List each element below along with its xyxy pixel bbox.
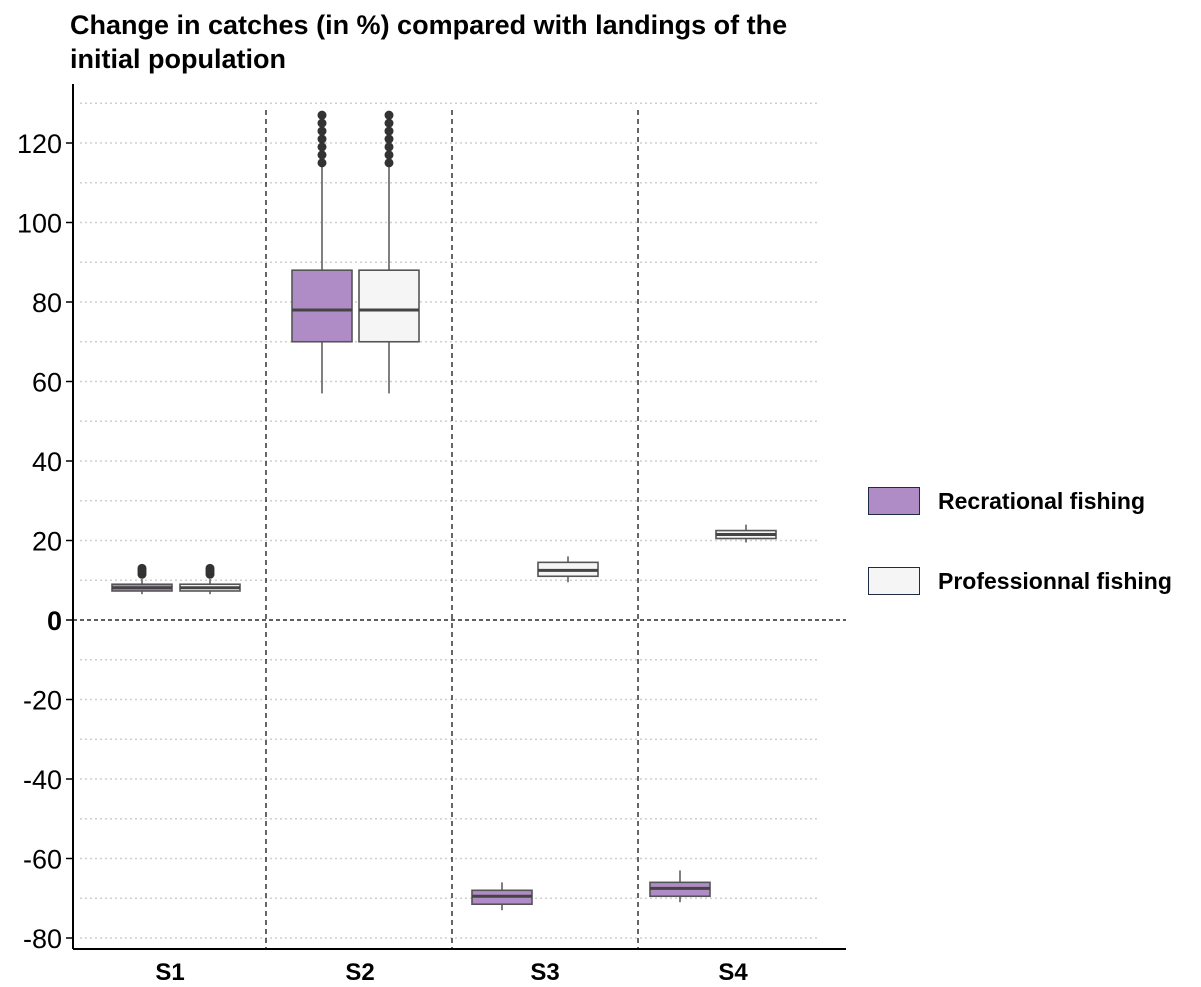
chart-title: Change in catches (in %) compared with l… bbox=[70, 10, 788, 74]
legend-swatch-professional bbox=[868, 567, 920, 595]
legend-swatch-recreational bbox=[868, 487, 920, 515]
y-tick-label: 20 bbox=[32, 527, 62, 557]
box bbox=[291, 269, 353, 343]
y-tick-label: 100 bbox=[17, 209, 62, 239]
outlier-point bbox=[317, 118, 327, 128]
outlier-point bbox=[317, 150, 327, 160]
outlier-point bbox=[317, 158, 327, 168]
outlier-point bbox=[317, 110, 327, 120]
y-tick-label: -20 bbox=[23, 686, 62, 716]
outlier-point bbox=[384, 126, 394, 136]
x-tick-label: S3 bbox=[530, 959, 559, 986]
x-tick-label: S1 bbox=[155, 959, 184, 986]
legend-item-professional: Professionnal fishing bbox=[868, 567, 1172, 595]
legend-label-professional: Professionnal fishing bbox=[938, 567, 1172, 594]
box bbox=[358, 269, 420, 343]
legend-item-recreational: Recrational fishing bbox=[868, 487, 1145, 515]
outlier-point bbox=[317, 134, 327, 144]
y-tick-label: -40 bbox=[23, 765, 62, 795]
outlier-point bbox=[384, 118, 394, 128]
x-tick-label: S4 bbox=[718, 959, 748, 986]
y-tick-label: 60 bbox=[32, 368, 62, 398]
outlier-point bbox=[317, 126, 327, 136]
outlier-point bbox=[317, 142, 327, 152]
y-tick-label: 40 bbox=[32, 447, 62, 477]
y-tick-label: -80 bbox=[23, 924, 62, 954]
outlier-point bbox=[384, 110, 394, 120]
y-tick-label: 120 bbox=[17, 129, 62, 159]
y-tick-label: -60 bbox=[23, 845, 62, 875]
outlier-point bbox=[137, 563, 147, 573]
x-tick-label: S2 bbox=[345, 959, 374, 986]
y-tick-label: 80 bbox=[32, 288, 62, 318]
outlier-point bbox=[384, 150, 394, 160]
y-tick-label: 0 bbox=[47, 606, 62, 636]
outlier-point bbox=[384, 158, 394, 168]
outlier-point bbox=[384, 142, 394, 152]
outlier-point bbox=[205, 563, 215, 573]
legend-label-recreational: Recrational fishing bbox=[938, 487, 1146, 514]
outlier-point bbox=[384, 134, 394, 144]
